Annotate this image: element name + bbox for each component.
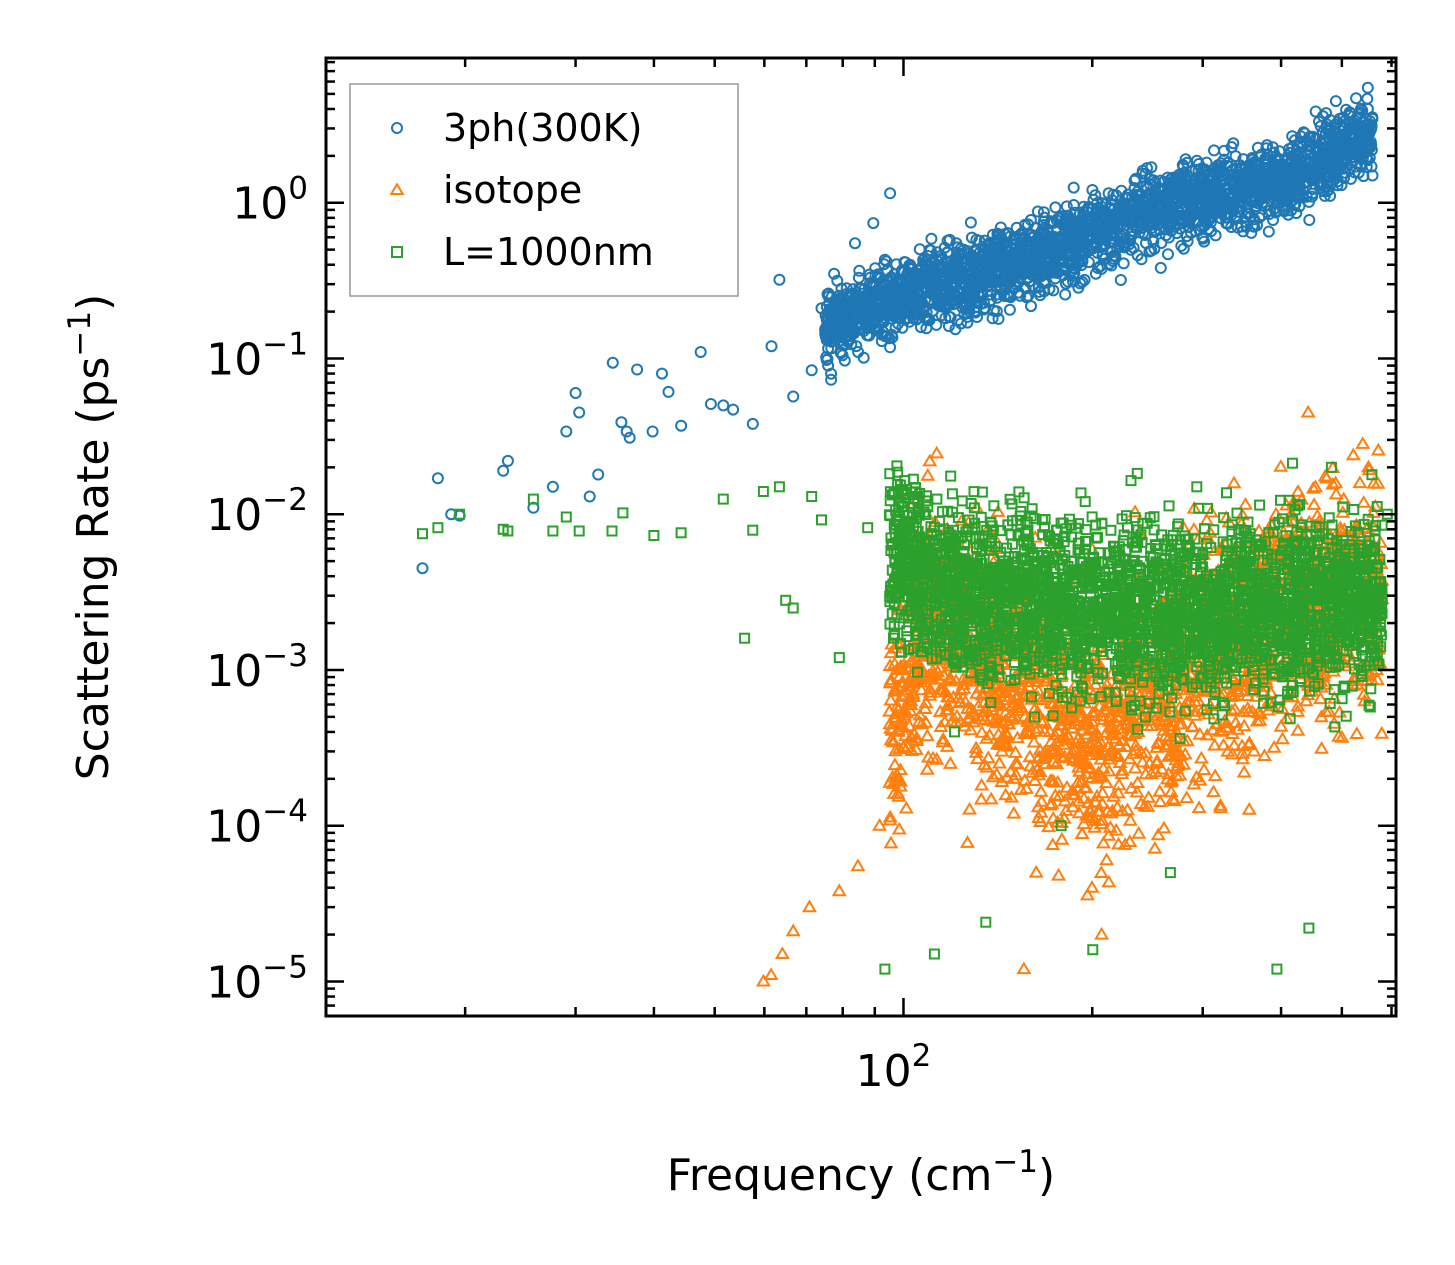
data-point [821,353,834,366]
data-point [1145,161,1158,174]
data-point [852,346,865,358]
data-point [965,231,978,244]
plot-area [416,81,1393,987]
series-circle [416,81,1379,575]
data-point [1067,275,1079,288]
data-point [1262,225,1275,238]
data-point [1309,105,1322,118]
data-point [1350,92,1363,105]
data-point [878,258,891,271]
data-point [1209,229,1222,242]
data-point [1154,261,1167,274]
data-point [914,321,927,334]
data-point [1114,274,1127,286]
data-point [1127,241,1140,254]
data-point [1032,281,1045,294]
data-point [825,367,838,380]
data-point [1117,257,1130,270]
data-point [1031,205,1044,218]
data-point [1253,211,1266,224]
data-point [1049,201,1062,214]
data-point [1162,248,1174,261]
data-point [925,232,938,245]
data-point [1141,162,1153,175]
data-point [1097,252,1110,265]
